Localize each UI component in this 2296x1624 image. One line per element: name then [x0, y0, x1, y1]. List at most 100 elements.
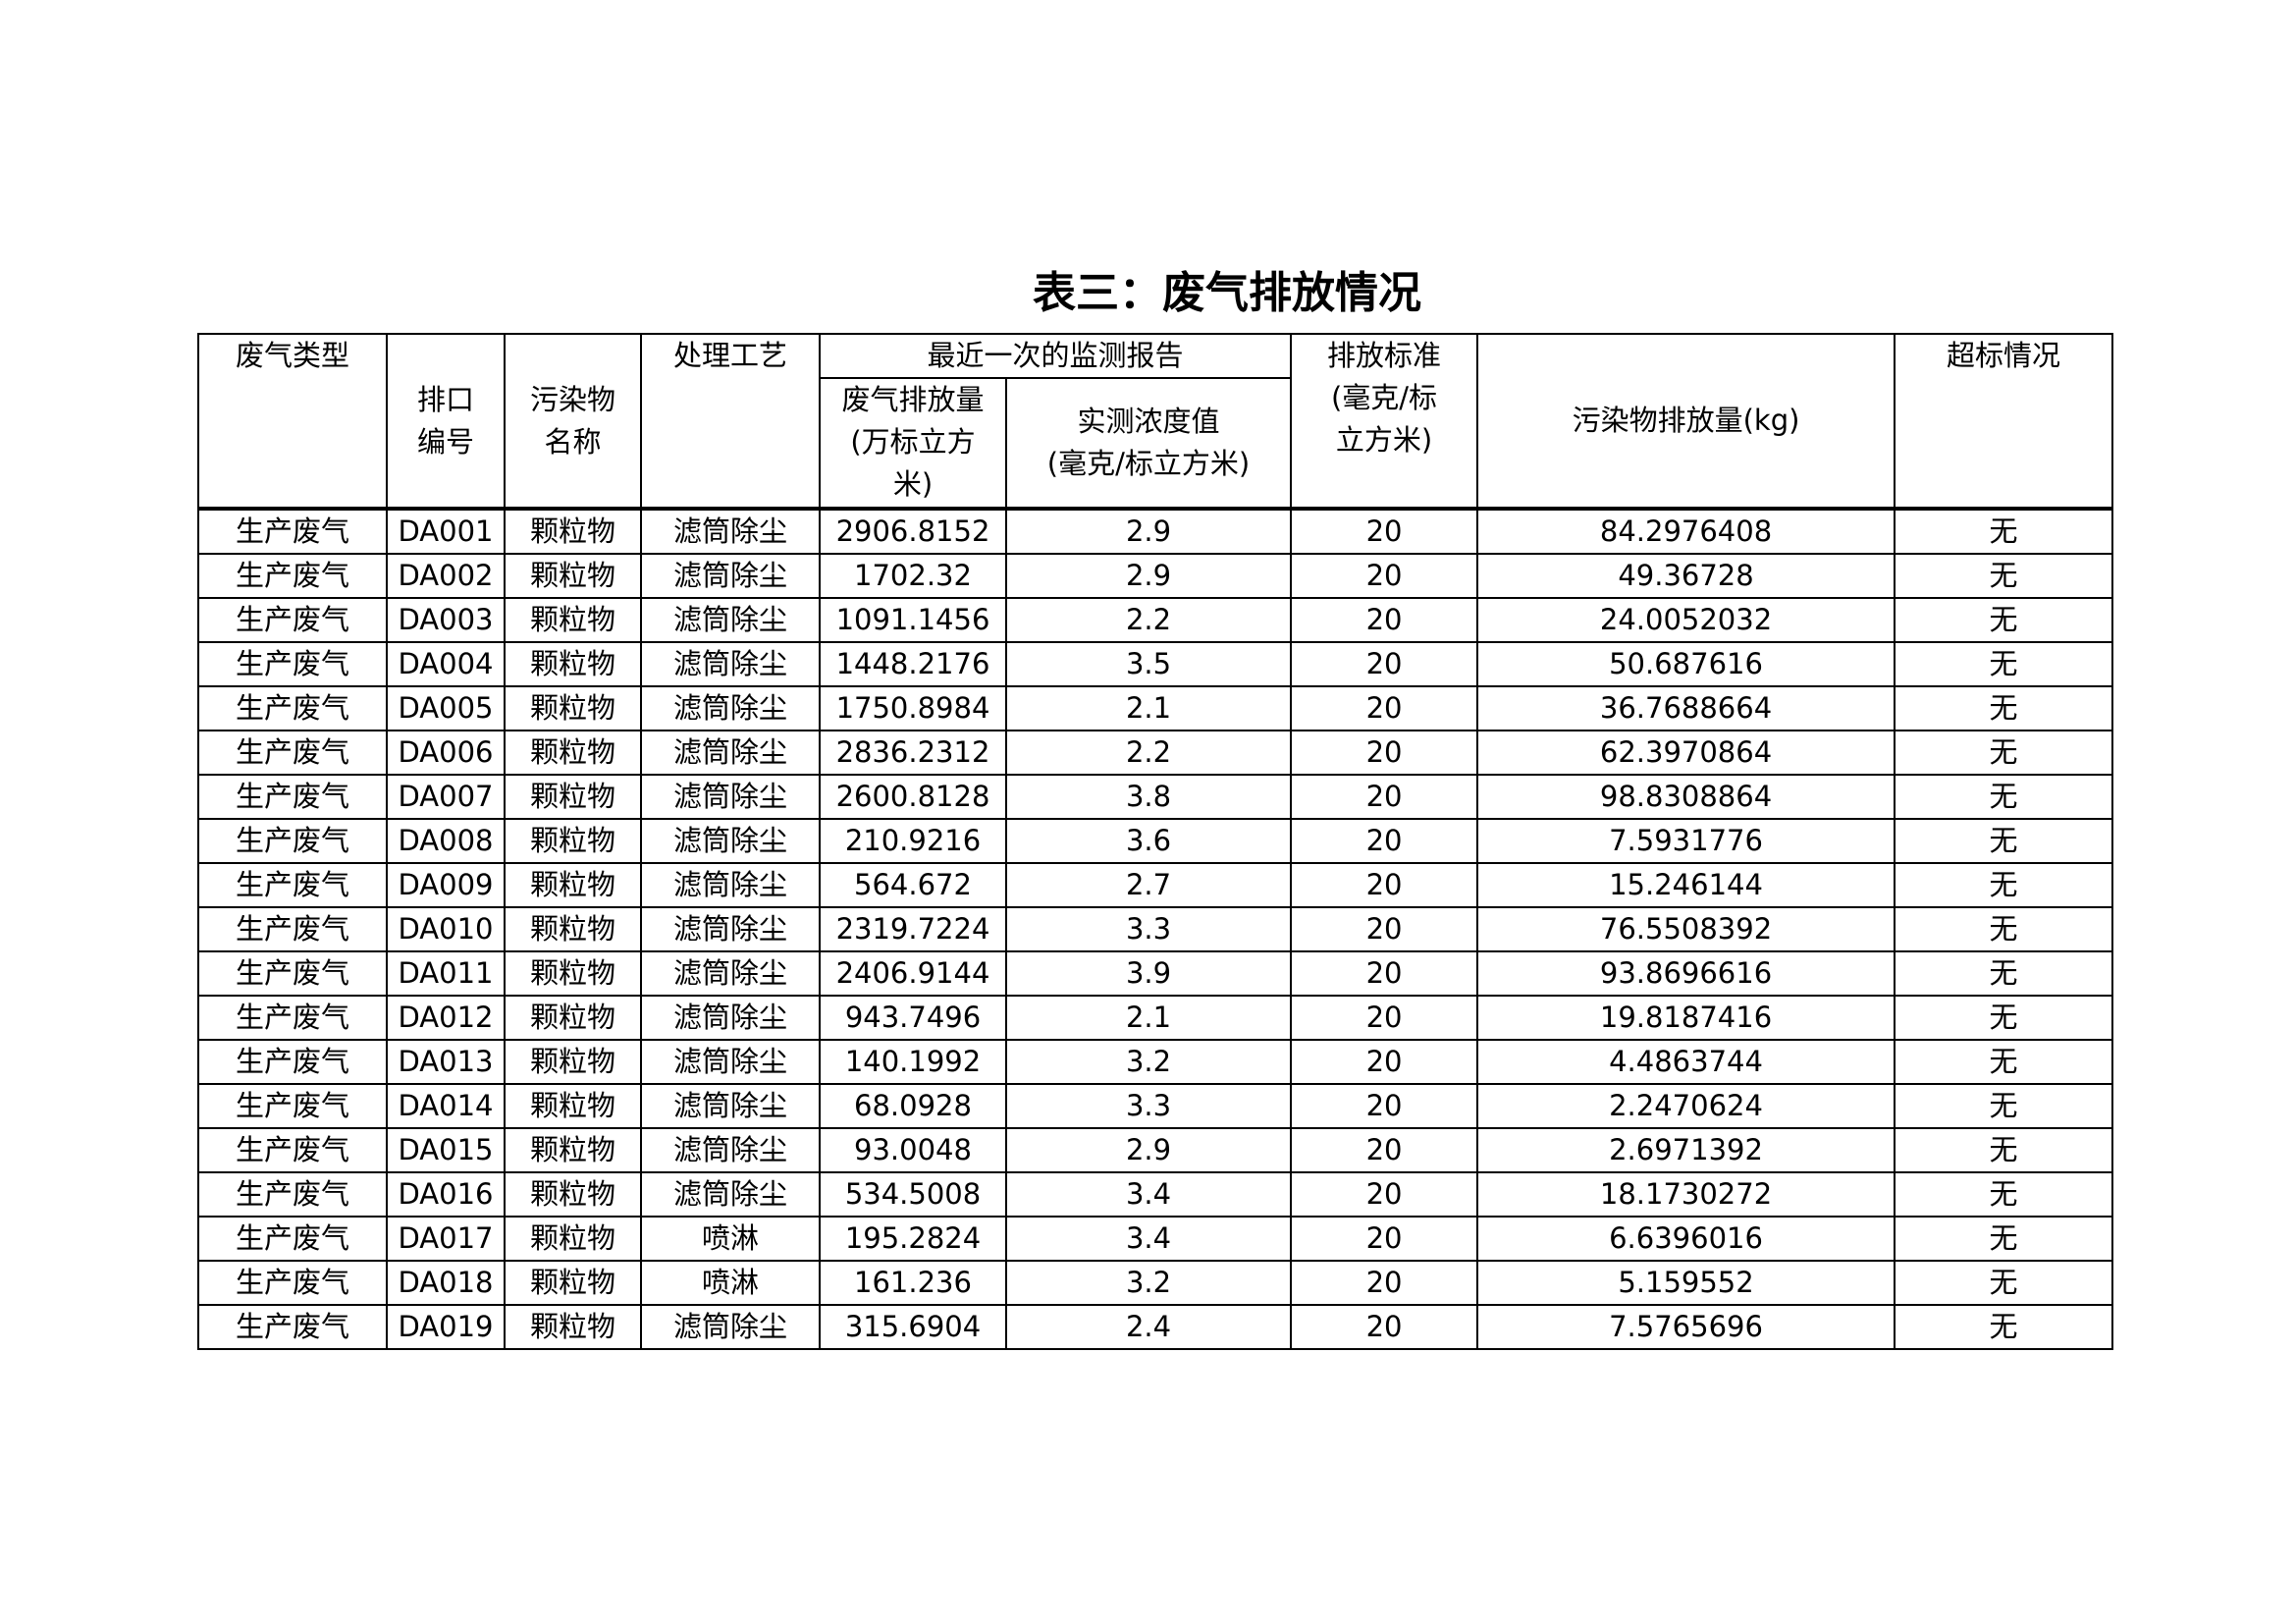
cell-pollutant: 颗粒物 [504, 597, 642, 643]
table-row: 生产废气 DA010 颗粒物 滤筒除尘 2319.7224 3.3 20 76.5508392… [197, 906, 2114, 952]
cell-standard: 20 [1290, 818, 1479, 864]
cell-standard: 20 [1290, 862, 1479, 908]
cell-concentration: 3.6 [1004, 818, 1293, 864]
cell-concentration: 3.9 [1004, 950, 1293, 997]
table-row: 生产废气 DA013 颗粒物 滤筒除尘 140.1992 3.2 20 4.4863744 无 [197, 1039, 2114, 1085]
cell-outlet-id: DA004 [386, 641, 506, 687]
cell-type: 生产废气 [197, 508, 388, 555]
cell-gas-volume: 140.1992 [819, 1039, 1007, 1085]
cell-standard: 20 [1290, 1171, 1479, 1218]
header-type: 废气类型 [197, 333, 388, 510]
cell-pollutant: 颗粒物 [504, 1127, 642, 1173]
cell-standard: 20 [1290, 508, 1479, 555]
cell-concentration: 2.2 [1004, 597, 1293, 643]
cell-exceed-status: 无 [1894, 1039, 2114, 1085]
cell-exceed-status: 无 [1894, 1260, 2114, 1306]
cell-emission-kg: 49.36728 [1476, 553, 1896, 599]
table-row: 生产废气 DA014 颗粒物 滤筒除尘 68.0928 3.3 20 2.2470624 无 [197, 1083, 2114, 1129]
cell-exceed-status: 无 [1894, 553, 2114, 599]
cell-emission-kg: 6.6396016 [1476, 1216, 1896, 1262]
table-row: 生产废气 DA019 颗粒物 滤筒除尘 315.6904 2.4 20 7.5765696 无 [197, 1304, 2114, 1350]
cell-process: 滤筒除尘 [640, 906, 821, 952]
cell-process: 滤筒除尘 [640, 1039, 821, 1085]
cell-type: 生产废气 [197, 730, 388, 776]
cell-process: 滤筒除尘 [640, 1171, 821, 1218]
cell-pollutant: 颗粒物 [504, 1171, 642, 1218]
cell-type: 生产废气 [197, 685, 388, 731]
cell-gas-volume: 564.672 [819, 862, 1007, 908]
cell-exceed-status: 无 [1894, 1171, 2114, 1218]
cell-outlet-id: DA001 [386, 508, 506, 555]
cell-outlet-id: DA003 [386, 597, 506, 643]
cell-exceed-status: 无 [1894, 995, 2114, 1041]
table-row: 生产废气 DA003 颗粒物 滤筒除尘 1091.1456 2.2 20 24.0052032… [197, 597, 2114, 643]
cell-pollutant: 颗粒物 [504, 553, 642, 599]
cell-gas-volume: 195.2824 [819, 1216, 1007, 1262]
cell-concentration: 2.1 [1004, 685, 1293, 731]
cell-process: 滤筒除尘 [640, 1083, 821, 1129]
cell-type: 生产废气 [197, 1083, 388, 1129]
cell-process: 滤筒除尘 [640, 553, 821, 599]
cell-emission-kg: 4.4863744 [1476, 1039, 1896, 1085]
table-row: 生产废气 DA011 颗粒物 滤筒除尘 2406.9144 3.9 20 93.8696616… [197, 950, 2114, 997]
cell-standard: 20 [1290, 1083, 1479, 1129]
cell-gas-volume: 2836.2312 [819, 730, 1007, 776]
cell-gas-volume: 534.5008 [819, 1171, 1007, 1218]
cell-concentration: 3.5 [1004, 641, 1293, 687]
cell-standard: 20 [1290, 553, 1479, 599]
cell-pollutant: 颗粒物 [504, 508, 642, 555]
cell-exceed-status: 无 [1894, 906, 2114, 952]
table-row: 生产废气 DA016 颗粒物 滤筒除尘 534.5008 3.4 20 18.1730272 无 [197, 1171, 2114, 1218]
cell-standard: 20 [1290, 1039, 1479, 1085]
table-row: 生产废气 DA012 颗粒物 滤筒除尘 943.7496 2.1 20 19.8187416 无 [197, 995, 2114, 1041]
cell-standard: 20 [1290, 774, 1479, 820]
cell-exceed-status: 无 [1894, 508, 2114, 555]
cell-exceed-status: 无 [1894, 685, 2114, 731]
cell-process: 滤筒除尘 [640, 1304, 821, 1350]
cell-emission-kg: 15.246144 [1476, 862, 1896, 908]
cell-pollutant: 颗粒物 [504, 950, 642, 997]
table-row: 生产废气 DA008 颗粒物 滤筒除尘 210.9216 3.6 20 7.5931776 无 [197, 818, 2114, 864]
cell-standard: 20 [1290, 730, 1479, 776]
cell-gas-volume: 2406.9144 [819, 950, 1007, 997]
cell-type: 生产废气 [197, 1171, 388, 1218]
cell-outlet-id: DA014 [386, 1083, 506, 1129]
cell-type: 生产废气 [197, 995, 388, 1041]
cell-emission-kg: 18.1730272 [1476, 1171, 1896, 1218]
cell-pollutant: 颗粒物 [504, 906, 642, 952]
cell-pollutant: 颗粒物 [504, 1304, 642, 1350]
cell-concentration: 3.4 [1004, 1171, 1293, 1218]
header-exceed: 超标情况 [1894, 333, 2114, 510]
cell-emission-kg: 62.3970864 [1476, 730, 1896, 776]
cell-type: 生产废气 [197, 641, 388, 687]
cell-outlet-id: DA007 [386, 774, 506, 820]
cell-concentration: 2.9 [1004, 553, 1293, 599]
cell-type: 生产废气 [197, 774, 388, 820]
cell-emission-kg: 24.0052032 [1476, 597, 1896, 643]
cell-standard: 20 [1290, 1127, 1479, 1173]
cell-exceed-status: 无 [1894, 597, 2114, 643]
table-row: 生产废气 DA017 颗粒物 喷淋 195.2824 3.4 20 6.6396016 无 [197, 1216, 2114, 1262]
cell-outlet-id: DA006 [386, 730, 506, 776]
cell-type: 生产废气 [197, 818, 388, 864]
cell-outlet-id: DA016 [386, 1171, 506, 1218]
cell-gas-volume: 1448.2176 [819, 641, 1007, 687]
cell-emission-kg: 2.6971392 [1476, 1127, 1896, 1173]
cell-gas-volume: 943.7496 [819, 995, 1007, 1041]
cell-standard: 20 [1290, 950, 1479, 997]
cell-process: 喷淋 [640, 1260, 821, 1306]
cell-outlet-id: DA017 [386, 1216, 506, 1262]
cell-emission-kg: 76.5508392 [1476, 906, 1896, 952]
cell-pollutant: 颗粒物 [504, 862, 642, 908]
cell-type: 生产废气 [197, 906, 388, 952]
cell-outlet-id: DA019 [386, 1304, 506, 1350]
cell-emission-kg: 7.5765696 [1476, 1304, 1896, 1350]
emission-table: 废气类型 排口 编号 污染物 名称 处理工艺 最近一次的监测报告 排放标准 (毫克/标… [197, 333, 2114, 1350]
header-process: 处理工艺 [640, 333, 821, 510]
cell-type: 生产废气 [197, 1039, 388, 1085]
table-row: 生产废气 DA005 颗粒物 滤筒除尘 1750.8984 2.1 20 36.7688664… [197, 685, 2114, 731]
cell-pollutant: 颗粒物 [504, 818, 642, 864]
cell-process: 滤筒除尘 [640, 685, 821, 731]
cell-concentration: 2.4 [1004, 1304, 1293, 1350]
cell-concentration: 2.9 [1004, 1127, 1293, 1173]
